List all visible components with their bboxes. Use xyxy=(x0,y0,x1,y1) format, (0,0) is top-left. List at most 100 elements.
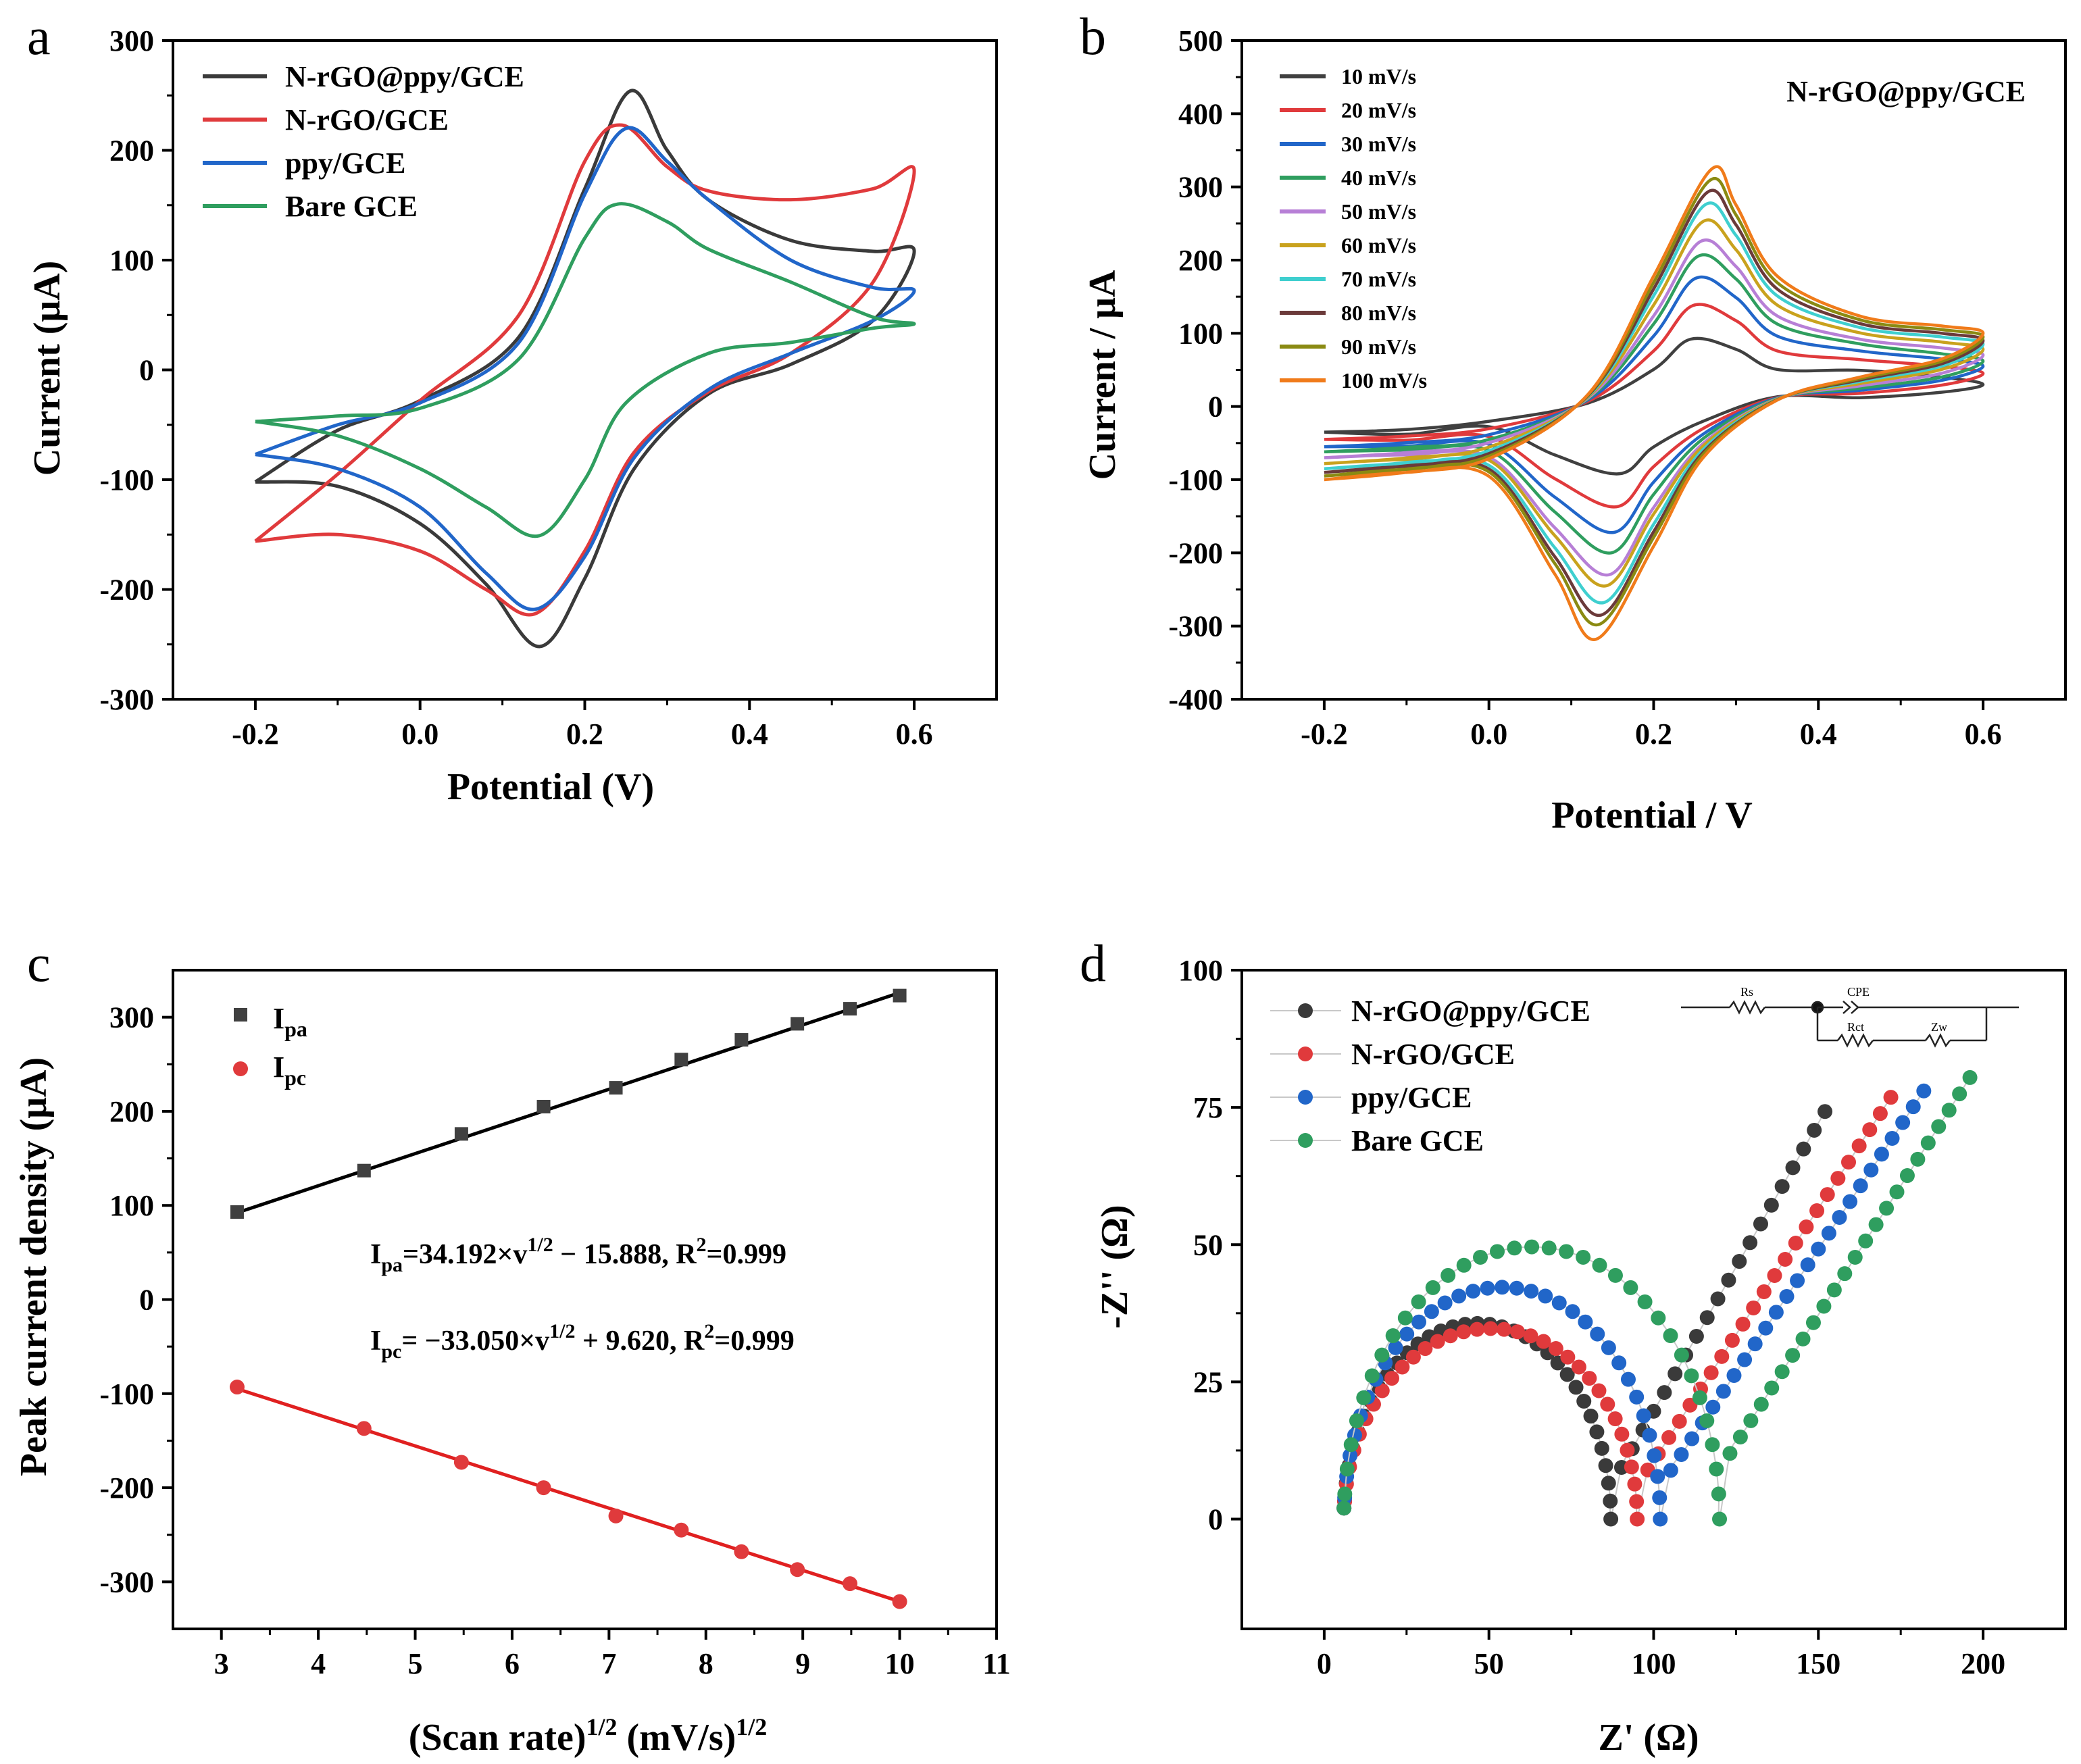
panel-c-point-ipa xyxy=(893,988,907,1003)
panel-d-point-n-rgo-ppy-gce xyxy=(1785,1160,1801,1176)
panel-b-scan-rate-chart: -0.2 0.0 0.2 0.4 0.6 -400 -300 -200 -100 0 100 200 3… xyxy=(1082,24,2067,836)
panel-d-point-ppy-gce xyxy=(1411,1314,1426,1330)
panel-c-xtick-label: 11 xyxy=(982,1647,1011,1680)
panel-b-ytick-label: 500 xyxy=(1178,24,1223,57)
panel-d-point-bare-gce xyxy=(1507,1240,1522,1256)
panel-d-point-n-rgo-gce xyxy=(1510,1324,1526,1340)
panel-c-point-ipc xyxy=(843,1576,858,1592)
panel-c-axes: 3 4 5 6 7 8 9 10 11 -300 -200 -100 0 100 200 300 xyxy=(99,1001,1010,1680)
annot-ipa-f: 2 xyxy=(697,1234,707,1256)
panel-d-point-ppy-gce xyxy=(1715,1384,1731,1399)
panel-d-point-bare-gce xyxy=(1692,1390,1707,1405)
panel-d-point-n-rgo-gce xyxy=(1756,1284,1772,1299)
panel-letter-d: d xyxy=(1080,934,1106,992)
panel-d-point-n-rgo-ppy-gce xyxy=(1699,1310,1715,1326)
panel-d-point-ppy-gce xyxy=(1726,1367,1742,1383)
panel-d-point-ppy-gce xyxy=(1551,1295,1567,1311)
panel-c-point-ipc xyxy=(734,1544,749,1559)
panel-b-series-100-mv-s xyxy=(1324,165,1985,641)
panel-letter-b: b xyxy=(1080,7,1106,66)
panel-b-xtick-label: -0.2 xyxy=(1301,717,1348,751)
panel-d-point-bare-gce xyxy=(1732,1430,1748,1445)
panel-b-xtick-label: 0.0 xyxy=(1470,717,1507,751)
panel-d-point-n-rgo-gce xyxy=(1778,1251,1793,1267)
panel-d-point-ppy-gce xyxy=(1424,1304,1439,1319)
panel-d-point-bare-gce xyxy=(1847,1249,1863,1265)
panel-b-xtick-label: 0.4 xyxy=(1800,717,1837,751)
circuit-label-zw: Zw xyxy=(1931,1020,1947,1034)
panel-d-point-n-rgo-gce xyxy=(1483,1321,1499,1336)
panel-d-nyquist-chart: 0 50 100 150 200 0 25 50 75 100 Z' (Ω) -Z'' (Ω) N… xyxy=(1094,954,2067,1759)
panel-d-point-n-rgo-ppy-gce xyxy=(1732,1254,1747,1269)
panel-c-ytick-label: -300 xyxy=(99,1565,154,1598)
panel-d-point-ppy-gce xyxy=(1905,1099,1921,1115)
panel-d-point-ppy-gce xyxy=(1811,1241,1826,1257)
panel-d-point-bare-gce xyxy=(1339,1461,1355,1477)
panel-d-point-ppy-gce xyxy=(1758,1320,1774,1336)
panel-d-point-n-rgo-gce xyxy=(1523,1328,1538,1344)
panel-c-point-ipa xyxy=(674,1053,688,1067)
panel-c-xlabel-a: (Scan rate) xyxy=(409,1717,586,1759)
panel-d-point-n-rgo-gce xyxy=(1851,1138,1867,1154)
panel-d-point-n-rgo-ppy-gce xyxy=(1598,1458,1613,1473)
panel-d-ytick-label: 50 xyxy=(1193,1228,1223,1261)
panel-d-point-n-rgo-gce xyxy=(1620,1442,1635,1458)
panel-b-ytick-label: 200 xyxy=(1178,244,1223,277)
panel-d-point-ppy-gce xyxy=(1653,1511,1668,1527)
panel-d-point-n-rgo-ppy-gce xyxy=(1721,1272,1736,1288)
panel-d-point-ppy-gce xyxy=(1800,1257,1815,1273)
panel-d-point-n-rgo-gce xyxy=(1614,1426,1630,1442)
panel-a-axes: -0.2 0.0 0.2 0.4 0.6 -300 -200 -100 0 100 200 300 xyxy=(99,24,932,751)
panel-a-ytick-label: 200 xyxy=(109,134,154,168)
panel-c-annotation-ipc: Ipc= −33.050×v1/2 + 9.620, R2=0.999 xyxy=(370,1320,795,1363)
panel-c-legend: Ipa Ipc xyxy=(233,1002,307,1090)
panel-d-point-n-rgo-gce xyxy=(1788,1236,1803,1251)
panel-b-legend-label: 50 mV/s xyxy=(1341,199,1416,224)
panel-d-point-ppy-gce xyxy=(1916,1083,1932,1099)
panel-a-cv-chart: -0.2 0.0 0.2 0.4 0.6 -300 -200 -100 0 100 200 300 P… xyxy=(26,24,998,808)
panel-d-point-ppy-gce xyxy=(1737,1352,1753,1367)
annot-ipc-d: 1/2 xyxy=(549,1320,575,1342)
panel-d-point-ppy-gce xyxy=(1620,1371,1636,1387)
circuit-cpe-element xyxy=(1851,1001,1859,1014)
panel-c-xtick-label: 10 xyxy=(885,1647,915,1680)
panel-d-point-n-rgo-gce xyxy=(1672,1413,1687,1429)
panel-d-point-ppy-gce xyxy=(1647,1448,1662,1463)
panel-d-point-n-rgo-gce xyxy=(1582,1371,1597,1386)
panel-d-point-bare-gce xyxy=(1712,1511,1728,1527)
panel-d-point-ppy-gce xyxy=(1853,1178,1868,1194)
panel-c-ylabel: Peak current density (μA) xyxy=(13,1057,55,1476)
panel-a-ytick-label: 300 xyxy=(109,24,154,57)
panel-d-point-ppy-gce xyxy=(1611,1355,1627,1371)
panel-b-axes: -0.2 0.0 0.2 0.4 0.6 -400 -300 -200 -100 0 100 200 3… xyxy=(1168,24,2001,751)
panel-d-point-ppy-gce xyxy=(1705,1399,1721,1415)
panel-d-point-bare-gce xyxy=(1576,1249,1591,1265)
panel-d-point-bare-gce xyxy=(1651,1310,1666,1326)
panel-d-point-bare-gce xyxy=(1879,1201,1895,1216)
panel-d-point-bare-gce xyxy=(1456,1257,1472,1273)
panel-c-xlabel-b: 1/2 xyxy=(586,1713,618,1740)
panel-c-point-ipc xyxy=(892,1594,907,1609)
panel-d-point-bare-gce xyxy=(1910,1151,1926,1167)
circuit-rct-resistor xyxy=(1837,1033,1874,1048)
panel-d-point-bare-gce xyxy=(1826,1282,1842,1298)
panel-d-point-bare-gce xyxy=(1490,1244,1505,1259)
panel-a-xtick-label: 0.6 xyxy=(896,717,933,751)
panel-d-point-n-rgo-ppy-gce xyxy=(1796,1141,1811,1157)
panel-a-ytick-label: -300 xyxy=(99,683,154,716)
panel-c-ytick-label: 0 xyxy=(139,1284,154,1317)
panel-d-point-bare-gce xyxy=(1753,1396,1769,1412)
panel-c-point-ipc xyxy=(356,1421,372,1436)
panel-d-point-n-rgo-gce xyxy=(1624,1459,1639,1475)
panel-b-title: N-rGO@ppy/GCE xyxy=(1786,75,2026,108)
panel-a-legend: N-rGO@ppy/GCE N-rGO/GCE ppy/GCE Bare GCE xyxy=(203,60,524,223)
panel-d-point-bare-gce xyxy=(1920,1135,1936,1151)
panel-d-point-n-rgo-ppy-gce xyxy=(1817,1104,1833,1119)
panel-d-point-bare-gce xyxy=(1374,1347,1390,1363)
panel-d-point-bare-gce xyxy=(1336,1501,1352,1516)
panel-d-legend-marker xyxy=(1298,1133,1313,1148)
panel-d-point-ppy-gce xyxy=(1684,1431,1700,1446)
panel-d-point-bare-gce xyxy=(1952,1086,1967,1102)
panel-d-point-ppy-gce xyxy=(1674,1446,1689,1462)
panel-d-point-n-rgo-gce xyxy=(1746,1300,1761,1315)
